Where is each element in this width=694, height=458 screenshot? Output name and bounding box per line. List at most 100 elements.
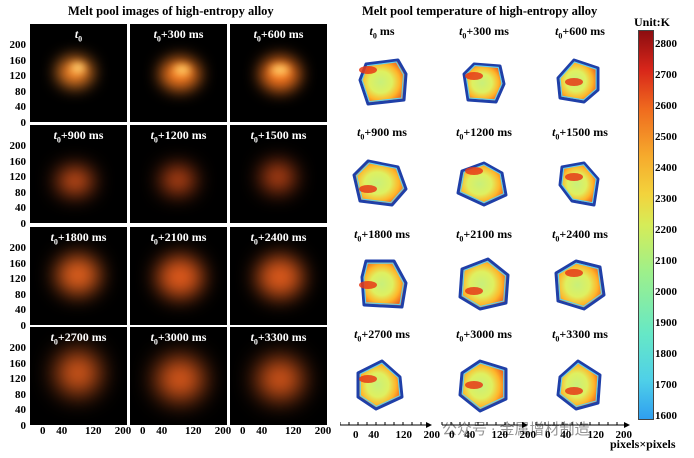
panel-time-label: t0+1500 ms <box>250 128 307 145</box>
temperature-x-axis <box>340 422 630 428</box>
melt-pool-glow <box>56 255 100 295</box>
axis-arrow <box>624 422 630 428</box>
x-tick-label: 40 <box>368 429 380 441</box>
temperature-edge <box>461 260 507 307</box>
panel-time-label: t0+1800 ms <box>50 230 107 247</box>
temperature-time-label: t0+2100 ms <box>456 227 512 244</box>
y-tick-label: 120 <box>9 70 27 82</box>
y-tick-label: 200 <box>9 242 27 254</box>
x-tick-label: 40 <box>156 425 168 437</box>
axis-caption: pixels×pixels <box>610 437 676 451</box>
melt-pool-image-panel: t0+300 ms <box>130 24 227 122</box>
x-tick-label: 200 <box>214 425 232 437</box>
temperature-map <box>456 161 508 207</box>
x-tick-label: 40 <box>256 425 268 437</box>
temperature-edge <box>465 65 503 101</box>
temperature-region <box>458 359 508 413</box>
x-tick-label: 200 <box>114 425 132 437</box>
melt-pool-glow <box>71 63 85 73</box>
panel-time-label: t0+300 ms <box>153 27 204 44</box>
temperature-region <box>356 359 404 411</box>
temperature-edge <box>559 61 597 101</box>
y-tick-label: 80 <box>15 288 26 301</box>
left-title: Melt pool images of high-entropy alloy <box>68 4 274 18</box>
x-tick-label: 120 <box>395 429 413 441</box>
y-tick-label: 40 <box>15 202 26 214</box>
panel-time-label: t0+2100 ms <box>150 230 207 247</box>
temperature-map <box>358 58 408 106</box>
melt-pool-glow <box>56 351 100 395</box>
melt-pool-image-panel: t0+600 ms <box>230 24 327 122</box>
temperature-region <box>556 359 602 411</box>
hot-spot <box>359 375 377 383</box>
temperature-region <box>360 259 408 309</box>
y-tick-label: 40 <box>15 404 26 416</box>
colorbar-tick-label: 2600 <box>655 100 677 112</box>
panel-time-label: t0+3300 ms <box>250 330 307 347</box>
panel-time-label: t0+1200 ms <box>150 128 207 145</box>
hot-spot <box>359 185 377 193</box>
colorbar-tick-label: 2300 <box>655 193 677 205</box>
melt-pool-glow <box>271 65 289 75</box>
panel-time-label: t0+2700 ms <box>50 330 107 347</box>
temperature-edge <box>363 262 405 306</box>
panel-time-label: t0 <box>74 27 83 44</box>
temperature-edge <box>459 164 505 204</box>
temperature-time-label: t0+1800 ms <box>354 227 410 244</box>
colorbar-tick-label: 1700 <box>655 379 677 391</box>
temperature-time-label: t0+2400 ms <box>552 227 608 244</box>
y-tick-label: 80 <box>15 85 26 98</box>
x-tick-label: 40 <box>560 429 572 441</box>
melt-pool-glow <box>174 65 190 75</box>
y-tick-label: 200 <box>9 140 27 152</box>
y-tick-label: 200 <box>9 342 27 354</box>
panel-time-label: t0+3000 ms <box>150 330 207 347</box>
temperature-map <box>556 359 602 411</box>
temperature-time-label: t0+3300 ms <box>552 327 608 344</box>
temperature-time-label: t0+300 ms <box>459 24 509 41</box>
hot-spot <box>465 381 483 389</box>
x-tick-label: 200 <box>519 429 537 441</box>
colorbar-tick-label: 1800 <box>655 348 677 360</box>
colorbar-tick-label: 2000 <box>655 286 677 298</box>
x-tick-label: 0 <box>353 429 359 441</box>
colorbar-unit: Unit:K <box>634 15 670 29</box>
melt-pool-image-panel: t0+1800 ms <box>30 227 127 325</box>
colorbar-tick-label: 1600 <box>655 410 677 422</box>
colorbar-tick-label: 2500 <box>655 131 677 143</box>
temperature-edge <box>361 61 405 103</box>
hot-spot <box>465 72 483 80</box>
colorbar-tick-label: 2700 <box>655 69 677 81</box>
x-tick-label: 0 <box>545 429 551 441</box>
temperature-time-label: t0+1500 ms <box>552 125 608 142</box>
melt-pool-image-panel: t0+3300 ms <box>230 327 327 425</box>
x-tick-label: 40 <box>464 429 476 441</box>
colorbar-tick-label: 2200 <box>655 224 677 236</box>
axis-arrow <box>426 422 432 428</box>
hot-spot <box>565 269 583 277</box>
x-tick-label: 0 <box>140 425 146 437</box>
temperature-region <box>458 257 510 311</box>
melt-pool-image-panel: t0+900 ms <box>30 125 127 223</box>
right-title: Melt pool temperature of high-entropy al… <box>362 4 598 18</box>
colorbar-tick-label: 2800 <box>655 38 677 50</box>
axis-arrow <box>522 422 528 428</box>
hot-spot <box>465 167 483 175</box>
y-tick-label: 160 <box>9 257 27 270</box>
temperature-time-label: t0 ms <box>369 24 395 41</box>
temperature-map <box>458 359 508 413</box>
y-tick-label: 40 <box>15 304 26 316</box>
melt-pool-image-panel: t0+2400 ms <box>230 227 327 325</box>
melt-pool-glow <box>161 166 195 194</box>
panel-time-label: t0+600 ms <box>253 27 304 44</box>
x-tick-label: 200 <box>314 425 332 437</box>
temperature-map <box>356 359 404 411</box>
panel-time-label: t0+900 ms <box>53 128 104 145</box>
hot-spot <box>565 173 583 181</box>
y-tick-label: 0 <box>20 217 27 230</box>
melt-pool-glow <box>57 167 93 195</box>
y-tick-label: 120 <box>9 273 27 285</box>
x-tick-label: 0 <box>449 429 455 441</box>
y-tick-label: 120 <box>9 171 27 183</box>
x-tick-label: 120 <box>285 425 302 437</box>
